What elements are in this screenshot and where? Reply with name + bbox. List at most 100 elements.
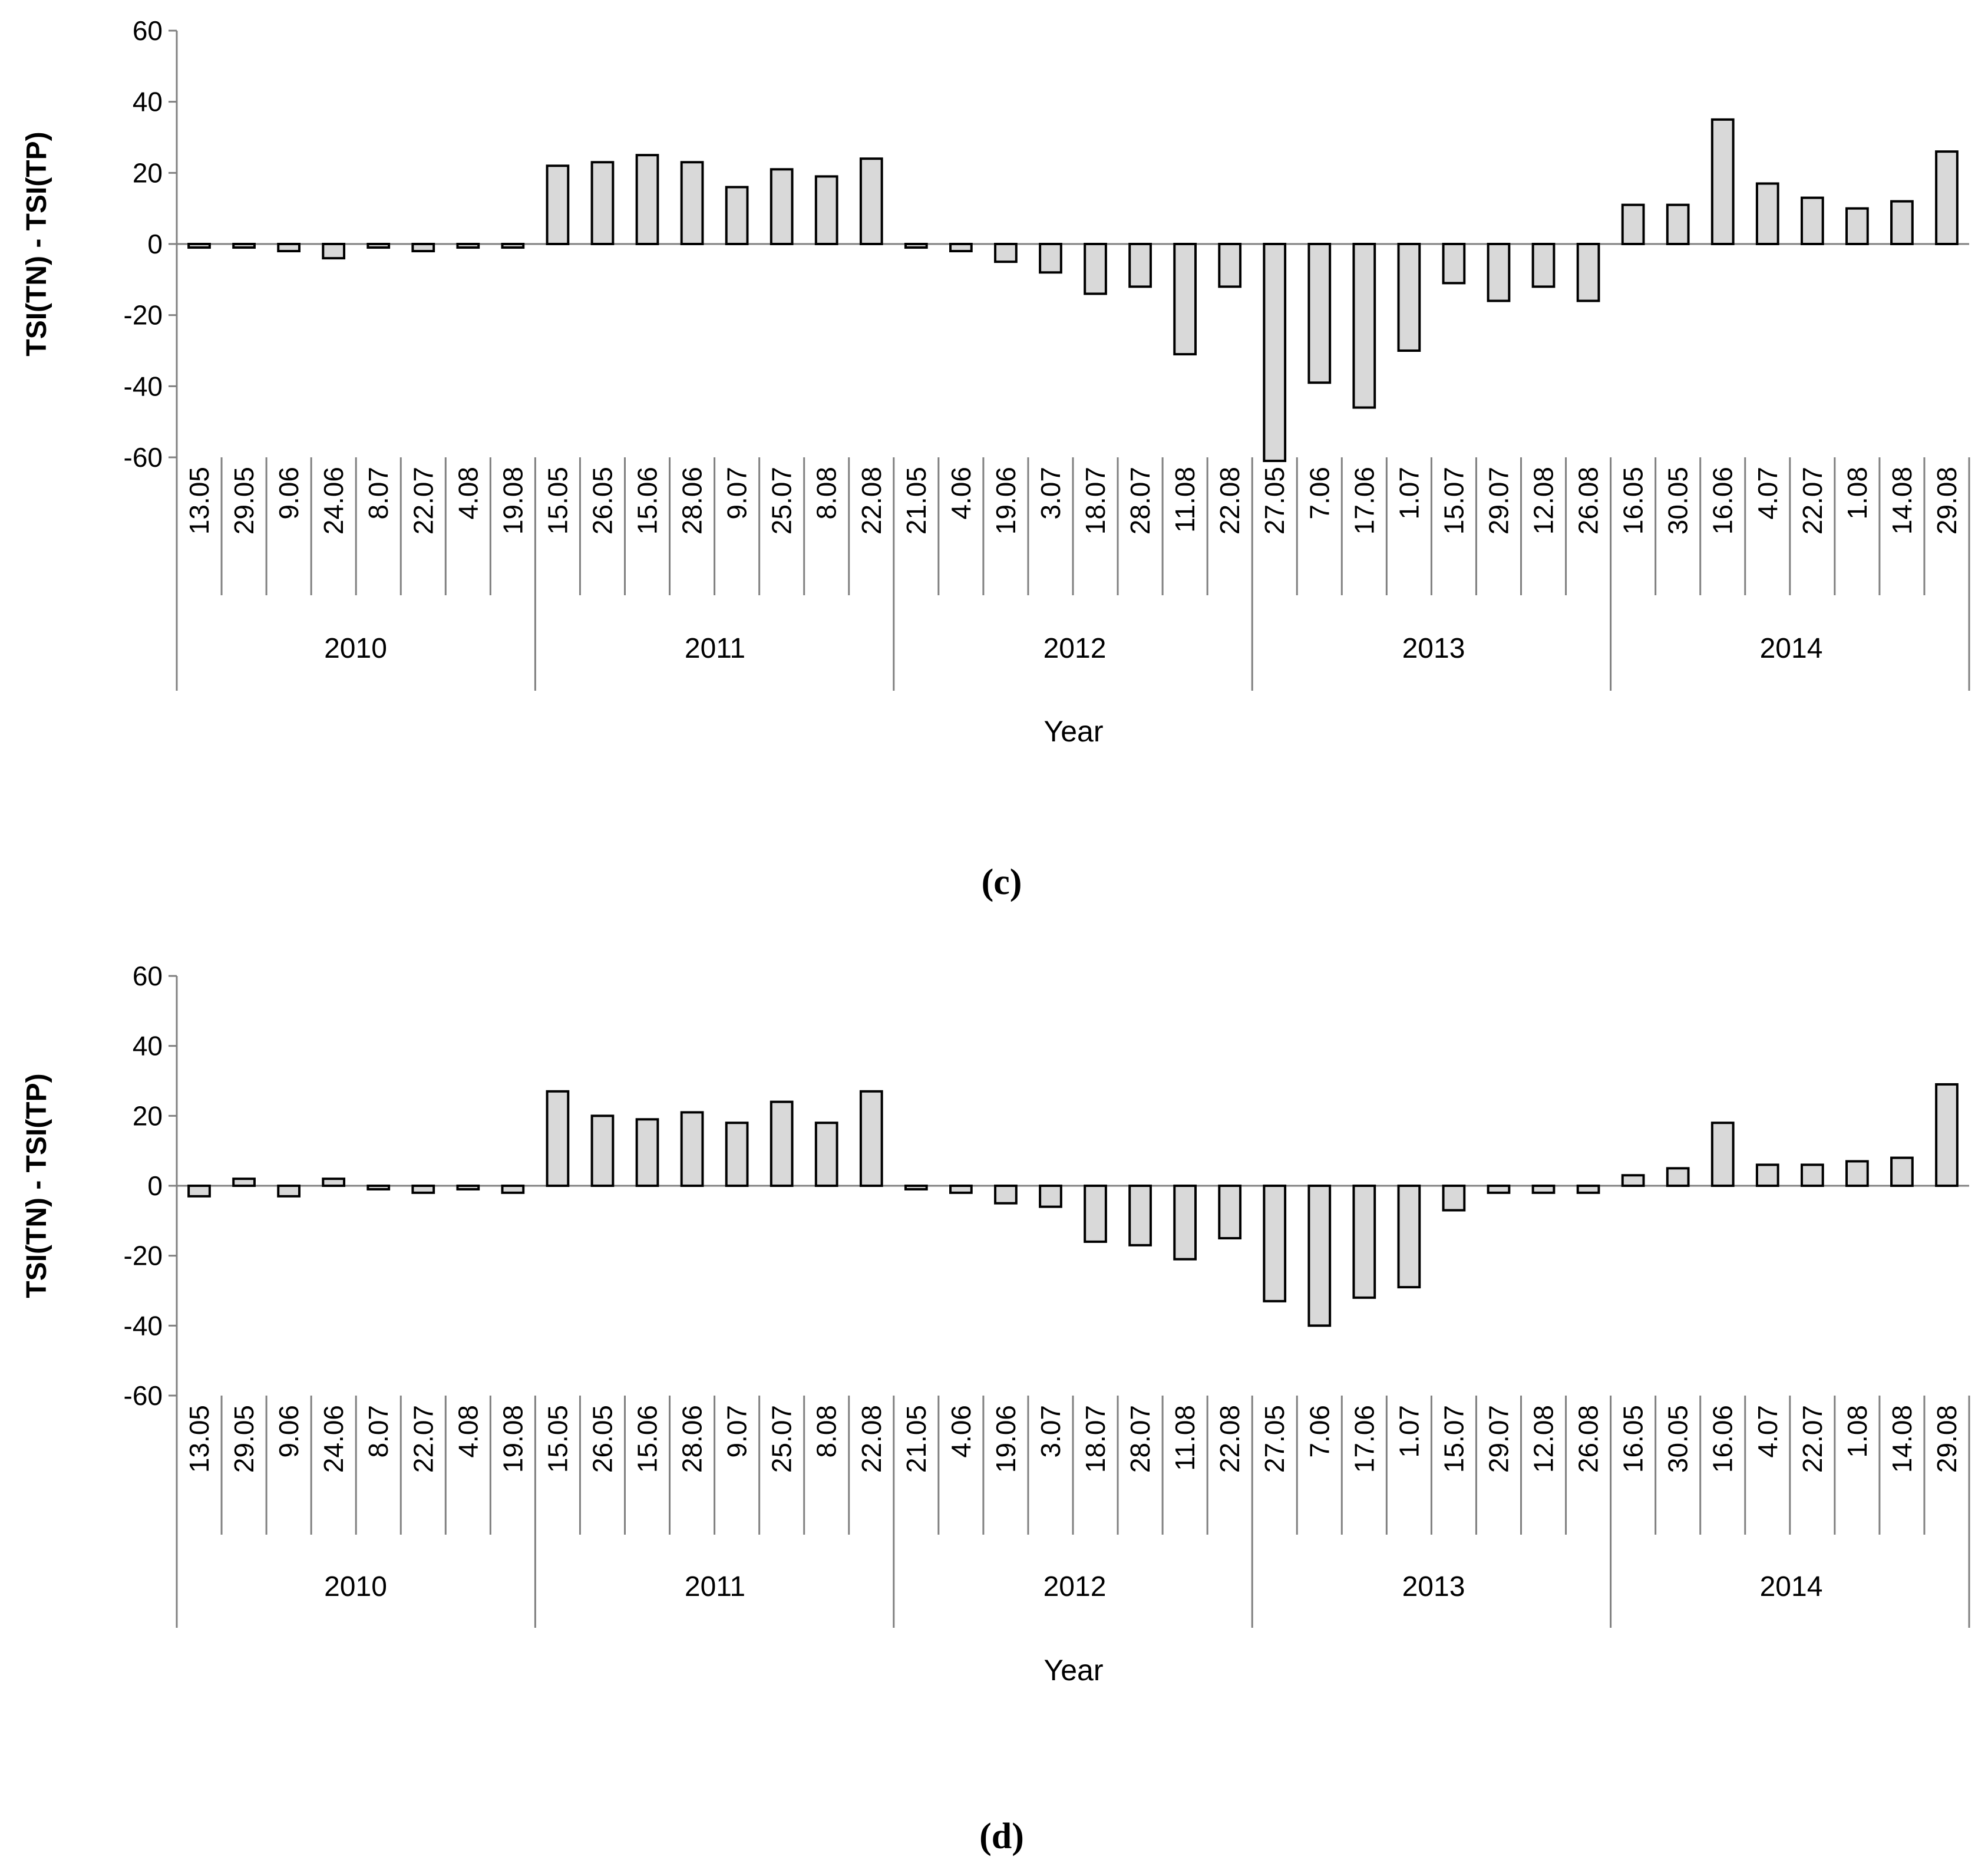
bar [1218, 243, 1242, 288]
bar [1352, 1185, 1376, 1299]
date-tick-label: 19.06 [990, 1405, 1021, 1473]
bar [680, 161, 704, 245]
date-tick-label: 19.08 [497, 467, 528, 535]
bar [366, 1185, 391, 1190]
date-tick-label: 26.08 [1573, 467, 1604, 535]
date-tick-label: 4.06 [946, 1405, 976, 1458]
date-tick-label: 21.05 [901, 1405, 932, 1473]
bar [1263, 243, 1287, 463]
date-tick-label: 1.07 [1393, 467, 1424, 520]
date-tick-label: 17.06 [1349, 467, 1379, 535]
date-tick-label: 1.08 [1842, 1405, 1873, 1458]
year-label: 2014 [1760, 633, 1823, 664]
bar [635, 154, 659, 245]
date-tick-label: 30.05 [1663, 467, 1693, 535]
date-tick-label: 22.07 [1797, 1405, 1828, 1473]
bar [1397, 243, 1421, 352]
bar [277, 243, 300, 253]
date-tick-label: 4.06 [946, 467, 976, 520]
bar [1039, 1185, 1062, 1208]
date-tick-label: 22.07 [408, 1405, 438, 1473]
y-tick-label: -40 [124, 371, 163, 401]
bar [770, 1100, 794, 1187]
date-tick-label: 25.07 [767, 467, 797, 535]
date-tick-label: 25.07 [767, 1405, 797, 1473]
bar [1935, 150, 1959, 245]
x-axis-title: Year [1043, 1654, 1103, 1687]
bar [1084, 1185, 1107, 1243]
y-tick-label: 40 [133, 1031, 163, 1061]
date-tick-label: 28.07 [1125, 1405, 1155, 1473]
bar [277, 1185, 300, 1198]
bar [1039, 243, 1062, 274]
date-tick-label: 19.06 [990, 467, 1021, 535]
bar [994, 1185, 1018, 1205]
bar [1307, 1185, 1332, 1327]
date-tick-label: 14.08 [1887, 467, 1917, 535]
bar [725, 186, 749, 246]
bar [814, 1122, 838, 1187]
bar [1352, 243, 1376, 409]
date-tick-label: 24.06 [318, 1405, 349, 1473]
bar [1531, 1185, 1556, 1194]
bar [1307, 243, 1332, 384]
year-label: 2011 [685, 633, 745, 664]
bar [322, 1178, 346, 1187]
bar [1487, 1185, 1511, 1194]
bar [1845, 1160, 1869, 1188]
date-tick-label: 15.05 [542, 467, 573, 535]
date-tick-label: 16.05 [1618, 467, 1649, 535]
panel-caption: (c) [982, 862, 1022, 902]
bar [1845, 207, 1869, 245]
year-label: 2010 [324, 1571, 387, 1602]
date-tick-label: 27.05 [1259, 1405, 1290, 1473]
bar [187, 243, 211, 249]
y-tick-label: -20 [124, 1241, 163, 1271]
bar [859, 157, 883, 246]
date-tick-label: 18.07 [1080, 1405, 1111, 1473]
date-tick-label: 24.06 [318, 467, 349, 535]
y-axis-title: TSI(TN) - TSI(TP) [21, 131, 52, 356]
date-tick-label: 8.07 [363, 1405, 394, 1458]
date-tick-label: 1.08 [1842, 467, 1873, 520]
bar [1621, 203, 1645, 245]
date-tick-label: 1.07 [1393, 1405, 1424, 1458]
bar [1890, 1156, 1914, 1187]
bar [1173, 243, 1197, 356]
y-axis-title: TSI(TN) - TSI(TP) [21, 1073, 52, 1298]
date-tick-label: 22.07 [1797, 467, 1828, 535]
y-tick-label: 0 [147, 229, 163, 259]
date-tick-label: 29.05 [229, 467, 259, 535]
bar [1263, 1185, 1287, 1302]
bar [546, 164, 570, 245]
date-tick-label: 7.06 [1304, 1405, 1335, 1458]
bar [1397, 1185, 1421, 1289]
bar [187, 1185, 211, 1198]
bar [411, 1185, 435, 1194]
bar [1755, 182, 1779, 245]
y-tick-label: 20 [133, 157, 163, 188]
date-tick-label: 22.08 [1214, 1405, 1245, 1473]
date-tick-label: 29.08 [1931, 1405, 1962, 1473]
bar [1084, 243, 1107, 295]
date-tick-label: 16.05 [1618, 1405, 1649, 1473]
bar [635, 1118, 659, 1188]
bar [1666, 1167, 1690, 1188]
date-tick-label: 29.07 [1483, 1405, 1514, 1473]
date-tick-label: 8.07 [363, 467, 394, 520]
date-tick-label: 4.08 [453, 1405, 483, 1458]
date-tick-label: 29.07 [1483, 467, 1514, 535]
bar [904, 243, 928, 249]
date-tick-label: 26.05 [587, 1405, 617, 1473]
bar [546, 1090, 570, 1188]
bar [1218, 1185, 1242, 1239]
date-tick-label: 15.05 [542, 1405, 573, 1473]
date-tick-label: 28.06 [677, 1405, 708, 1473]
y-tick-label: -20 [124, 300, 163, 331]
date-tick-label: 26.08 [1573, 1405, 1604, 1473]
date-tick-label: 12.08 [1528, 1405, 1559, 1473]
bar [366, 243, 391, 249]
y-tick-label: -40 [124, 1310, 163, 1341]
date-tick-label: 22.08 [856, 467, 887, 535]
y-tick-label: 20 [133, 1100, 163, 1131]
